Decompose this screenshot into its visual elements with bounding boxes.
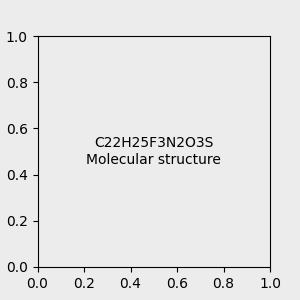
- Text: C22H25F3N2O3S
Molecular structure: C22H25F3N2O3S Molecular structure: [86, 136, 221, 166]
